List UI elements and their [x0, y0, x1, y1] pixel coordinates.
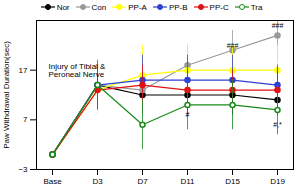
- svg-text:Injury of Tibial &Peroneal Ner: Injury of Tibial &Peroneal Nerve: [49, 62, 107, 79]
- svg-text:D7: D7: [137, 177, 148, 186]
- svg-text:D3: D3: [92, 177, 103, 186]
- html-text:PP-B: PP-B: [168, 2, 188, 12]
- svg-text:#,*: #,*: [273, 121, 282, 128]
- html-text:Nor: Nor: [56, 2, 70, 12]
- html-text:Con: Con: [91, 2, 107, 12]
- svg-text:Base: Base: [43, 177, 62, 186]
- svg-text:−3: −3: [18, 165, 28, 174]
- svg-text:17: 17: [19, 66, 28, 75]
- svg-text:Paw Withdrawal Duration(sec): Paw Withdrawal Duration(sec): [2, 41, 11, 149]
- svg-text:###: ###: [272, 22, 284, 29]
- svg-text:D19: D19: [270, 177, 285, 186]
- html-text:PP-A: PP-A: [128, 2, 147, 12]
- svg-text:D15: D15: [225, 177, 240, 186]
- svg-text:#: #: [186, 111, 190, 118]
- html-text:Tra: Tra: [250, 2, 263, 12]
- svg-text:###: ###: [227, 42, 239, 49]
- svg-text:D11: D11: [180, 177, 195, 186]
- svg-text:7: 7: [23, 115, 28, 124]
- html-text:PP-C: PP-C: [209, 2, 229, 12]
